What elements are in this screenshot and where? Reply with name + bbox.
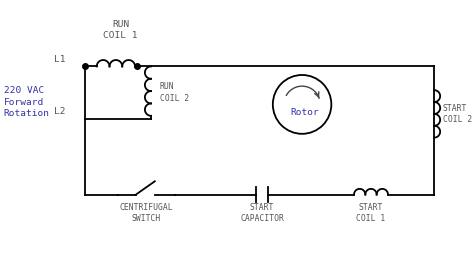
- Text: START
COIL 2: START COIL 2: [443, 104, 472, 124]
- Text: Rotor: Rotor: [290, 108, 319, 117]
- Text: L1: L1: [54, 55, 66, 64]
- Text: L2: L2: [54, 107, 66, 116]
- Text: CENTRIFUGAL
SWITCH: CENTRIFUGAL SWITCH: [119, 203, 173, 223]
- Text: START
COIL 1: START COIL 1: [356, 203, 386, 223]
- Text: 220 VAC
Forward
Rotation: 220 VAC Forward Rotation: [4, 86, 50, 118]
- Text: RUN
COIL 2: RUN COIL 2: [160, 82, 189, 103]
- Text: RUN
COIL 1: RUN COIL 1: [103, 20, 138, 40]
- Text: START
CAPACITOR: START CAPACITOR: [240, 203, 284, 223]
